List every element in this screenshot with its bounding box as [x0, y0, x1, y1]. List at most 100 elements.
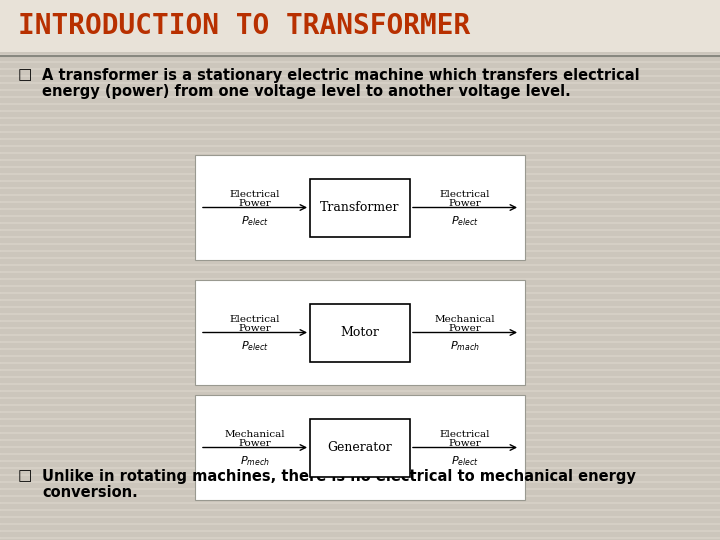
Bar: [0, 490, 720, 494]
Text: $P_{elect}$: $P_{elect}$: [451, 214, 479, 228]
Bar: [195, 395, 525, 500]
Bar: [0, 245, 720, 248]
Bar: [0, 385, 720, 388]
Bar: [0, 112, 720, 116]
Bar: [0, 511, 720, 515]
Bar: [0, 462, 720, 465]
Bar: [0, 483, 720, 487]
Bar: [0, 469, 720, 472]
Bar: [0, 175, 720, 179]
Bar: [0, 126, 720, 130]
Bar: [0, 49, 720, 52]
Bar: [0, 259, 720, 262]
Bar: [0, 182, 720, 186]
Text: $P_{elect}$: $P_{elect}$: [451, 455, 479, 468]
Bar: [0, 0, 720, 3]
Bar: [0, 357, 720, 361]
Bar: [0, 315, 720, 319]
Bar: [0, 147, 720, 151]
Bar: [0, 77, 720, 80]
Bar: [0, 287, 720, 291]
Text: Motor: Motor: [341, 326, 379, 339]
Bar: [0, 434, 720, 437]
Bar: [0, 308, 720, 312]
Bar: [0, 497, 720, 501]
Bar: [0, 56, 720, 59]
Bar: [0, 189, 720, 192]
Bar: [0, 0, 720, 52]
Bar: [0, 168, 720, 172]
Bar: [0, 196, 720, 199]
Bar: [0, 343, 720, 347]
Bar: [0, 448, 720, 451]
Text: $P_{elect}$: $P_{elect}$: [241, 214, 269, 228]
Bar: [0, 371, 720, 375]
Bar: [0, 476, 720, 480]
Bar: [0, 35, 720, 38]
Bar: [0, 329, 720, 333]
Text: □: □: [18, 469, 32, 483]
Text: Power: Power: [238, 199, 271, 208]
Text: Power: Power: [238, 324, 271, 333]
Text: Power: Power: [238, 439, 271, 448]
Bar: [195, 155, 525, 260]
Bar: [0, 518, 720, 522]
Bar: [0, 98, 720, 102]
Text: $P_{elect}$: $P_{elect}$: [241, 340, 269, 353]
Bar: [0, 413, 720, 416]
Text: Power: Power: [449, 199, 482, 208]
Bar: [0, 252, 720, 255]
Bar: [0, 140, 720, 144]
Text: Transformer: Transformer: [320, 201, 400, 214]
Bar: [0, 420, 720, 423]
Bar: [0, 294, 720, 298]
Bar: [0, 539, 720, 540]
Bar: [0, 84, 720, 87]
Bar: [0, 504, 720, 508]
Bar: [0, 336, 720, 340]
Bar: [310, 179, 410, 237]
Text: Electrical: Electrical: [230, 190, 280, 199]
Text: INTRODUCTION TO TRANSFORMER: INTRODUCTION TO TRANSFORMER: [18, 12, 470, 40]
Bar: [0, 399, 720, 402]
Bar: [0, 105, 720, 109]
Bar: [0, 217, 720, 220]
Text: Mechanical: Mechanical: [435, 315, 495, 324]
Text: $P_{mech}$: $P_{mech}$: [240, 455, 270, 468]
Text: Power: Power: [449, 324, 482, 333]
Text: □: □: [18, 68, 32, 83]
Text: Unlike in rotating machines, there is no electrical to mechanical energy: Unlike in rotating machines, there is no…: [42, 469, 636, 484]
Bar: [0, 238, 720, 241]
Bar: [0, 70, 720, 73]
Bar: [0, 364, 720, 368]
Bar: [0, 161, 720, 165]
Text: Mechanical: Mechanical: [225, 430, 285, 439]
Bar: [0, 301, 720, 305]
Bar: [0, 441, 720, 444]
Bar: [0, 28, 720, 31]
Text: Generator: Generator: [328, 441, 392, 454]
Bar: [0, 154, 720, 158]
Bar: [0, 322, 720, 326]
Bar: [0, 273, 720, 276]
Text: energy (power) from one voltage level to another voltage level.: energy (power) from one voltage level to…: [42, 84, 571, 99]
Bar: [0, 21, 720, 24]
Bar: [0, 91, 720, 94]
Bar: [310, 303, 410, 361]
Bar: [0, 525, 720, 529]
Bar: [0, 427, 720, 430]
Bar: [0, 133, 720, 137]
Bar: [0, 392, 720, 395]
Bar: [0, 14, 720, 17]
Text: Power: Power: [449, 439, 482, 448]
Text: Electrical: Electrical: [440, 430, 490, 439]
Bar: [0, 406, 720, 409]
Bar: [0, 231, 720, 234]
Bar: [0, 378, 720, 381]
Bar: [0, 42, 720, 45]
Bar: [195, 280, 525, 385]
Bar: [0, 350, 720, 354]
Bar: [310, 418, 410, 476]
Text: conversion.: conversion.: [42, 485, 138, 500]
Bar: [0, 210, 720, 213]
